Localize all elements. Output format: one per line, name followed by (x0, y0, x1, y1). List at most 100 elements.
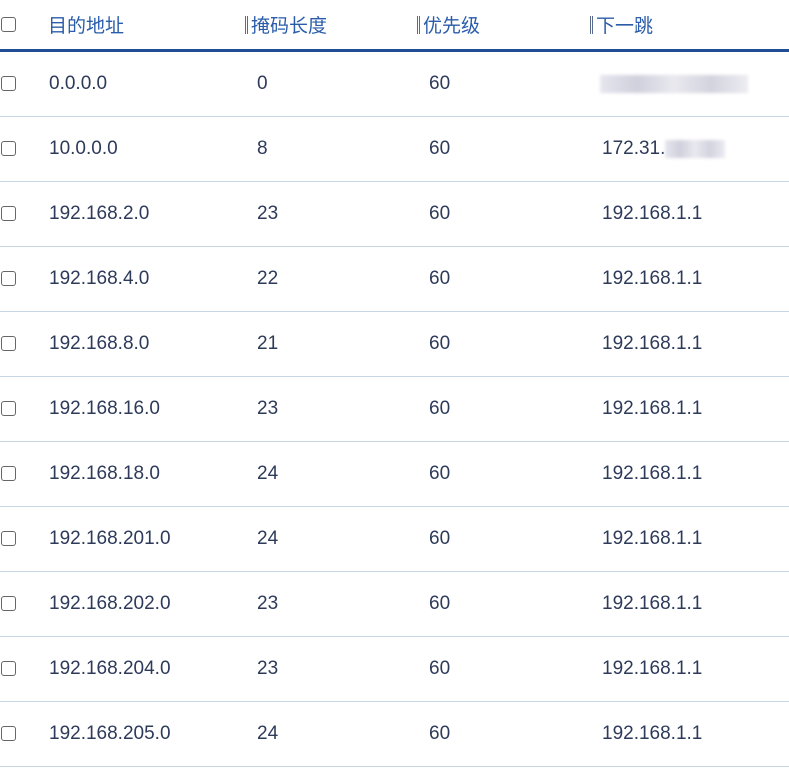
next-hop-text: 192.168.1.1 (602, 593, 703, 614)
row-checkbox[interactable] (1, 206, 16, 222)
priority-cell: 60 (417, 50, 590, 117)
next-hop-text: 192.168.1.1 (602, 528, 703, 549)
priority-cell: 60 (417, 311, 590, 377)
priority-cell: 60 (417, 181, 590, 247)
table-row[interactable]: 192.168.16.0 23 60 192.168.1.1 (0, 376, 789, 442)
table-row[interactable]: 0.0.0.0 0 60 (0, 50, 789, 117)
mask-cell: 0 (245, 50, 417, 117)
mask-cell: 24 (245, 701, 417, 767)
mask-cell: 24 (245, 506, 417, 572)
priority-cell: 60 (417, 441, 590, 507)
select-cell (0, 50, 48, 117)
next-hop-cell: 172.31. (590, 116, 789, 182)
priority-cell: 60 (417, 571, 590, 637)
resize-handle[interactable] (245, 16, 248, 34)
next-hop-text: 192.168.1.1 (602, 723, 703, 744)
select-cell (0, 701, 48, 767)
mask-cell: 23 (245, 571, 417, 637)
next-hop-cell: 192.168.1.1 (590, 636, 789, 702)
mask-cell: 21 (245, 311, 417, 377)
mask-cell: 23 (245, 636, 417, 702)
dest-cell: 192.168.205.0 (48, 701, 245, 767)
row-checkbox[interactable] (1, 336, 16, 352)
table-row[interactable]: 192.168.204.0 23 60 192.168.1.1 (0, 636, 789, 702)
dest-cell: 0.0.0.0 (48, 50, 245, 117)
mask-cell: 8 (245, 116, 417, 182)
priority-cell: 60 (417, 246, 590, 312)
dest-cell: 192.168.201.0 (48, 506, 245, 572)
select-cell (0, 311, 48, 377)
next-hop-cell: 192.168.1.1 (590, 311, 789, 377)
priority-cell: 60 (417, 506, 590, 572)
table-row[interactable]: 10.0.0.0 8 60 172.31. (0, 116, 789, 182)
mask-cell: 24 (245, 441, 417, 507)
select-cell (0, 376, 48, 442)
select-all-cell (0, 0, 48, 52)
next-hop-cell: 192.168.1.1 (590, 701, 789, 767)
row-checkbox[interactable] (1, 596, 16, 612)
table-row[interactable]: 192.168.201.0 24 60 192.168.1.1 (0, 506, 789, 572)
table-row[interactable]: 192.168.8.0 21 60 192.168.1.1 (0, 311, 789, 377)
col-label: 优先级 (423, 16, 481, 37)
next-hop-cell: 192.168.1.1 (590, 246, 789, 312)
table-row[interactable]: 192.168.18.0 24 60 192.168.1.1 (0, 441, 789, 507)
priority-cell: 60 (417, 116, 590, 182)
row-checkbox[interactable] (1, 401, 16, 417)
dest-cell: 192.168.2.0 (48, 181, 245, 247)
row-checkbox[interactable] (1, 726, 16, 742)
col-next-hop[interactable]: 下一跳 (590, 0, 789, 52)
select-cell (0, 181, 48, 247)
next-hop-text: 192.168.1.1 (602, 658, 703, 679)
next-hop-text: 192.168.1.1 (602, 333, 703, 354)
next-hop-cell: 192.168.1.1 (590, 181, 789, 247)
col-label: 目的地址 (48, 16, 125, 37)
col-mask[interactable]: 掩码长度 (245, 0, 417, 52)
next-hop-cell: 192.168.1.1 (590, 506, 789, 572)
next-hop-text: 192.168.1.1 (602, 268, 703, 289)
table-row[interactable]: 192.168.4.0 22 60 192.168.1.1 (0, 246, 789, 312)
row-checkbox[interactable] (1, 531, 16, 547)
select-cell (0, 506, 48, 572)
mask-cell: 22 (245, 246, 417, 312)
dest-cell: 192.168.16.0 (48, 376, 245, 442)
table-row[interactable]: 192.168.2.0 23 60 192.168.1.1 (0, 181, 789, 247)
row-checkbox[interactable] (1, 661, 16, 677)
priority-cell: 60 (417, 701, 590, 767)
row-checkbox[interactable] (1, 141, 16, 157)
table-row[interactable]: 192.168.205.0 24 60 192.168.1.1 (0, 701, 789, 767)
dest-cell: 192.168.8.0 (48, 311, 245, 377)
resize-handle[interactable] (590, 16, 593, 34)
resize-handle[interactable] (417, 16, 420, 34)
col-label: 下一跳 (596, 16, 654, 37)
select-all-checkbox[interactable] (1, 16, 16, 32)
row-checkbox[interactable] (1, 466, 16, 482)
col-label: 掩码长度 (251, 16, 328, 37)
mask-cell: 23 (245, 376, 417, 442)
select-cell (0, 636, 48, 702)
dest-cell: 10.0.0.0 (48, 116, 245, 182)
priority-cell: 60 (417, 376, 590, 442)
row-checkbox[interactable] (1, 76, 16, 92)
next-hop-text: 192.168.1.1 (602, 398, 703, 419)
row-checkbox[interactable] (1, 271, 16, 287)
dest-cell: 192.168.4.0 (48, 246, 245, 312)
next-hop-text: 192.168.1.1 (602, 203, 703, 224)
select-cell (0, 571, 48, 637)
next-hop-text: 192.168.1.1 (602, 463, 703, 484)
mask-cell: 23 (245, 181, 417, 247)
next-hop-cell (590, 50, 789, 117)
table-row[interactable]: 192.168.202.0 23 60 192.168.1.1 (0, 571, 789, 637)
dest-cell: 192.168.204.0 (48, 636, 245, 702)
next-hop-cell: 192.168.1.1 (590, 441, 789, 507)
next-hop-cell: 192.168.1.1 (590, 376, 789, 442)
col-dest[interactable]: 目的地址 (48, 0, 245, 52)
select-cell (0, 246, 48, 312)
select-cell (0, 441, 48, 507)
select-cell (0, 116, 48, 182)
next-hop-text: 172.31. (602, 138, 666, 159)
col-priority[interactable]: 优先级 (417, 0, 590, 52)
dest-cell: 192.168.202.0 (48, 571, 245, 637)
priority-cell: 60 (417, 636, 590, 702)
dest-cell: 192.168.18.0 (48, 441, 245, 507)
